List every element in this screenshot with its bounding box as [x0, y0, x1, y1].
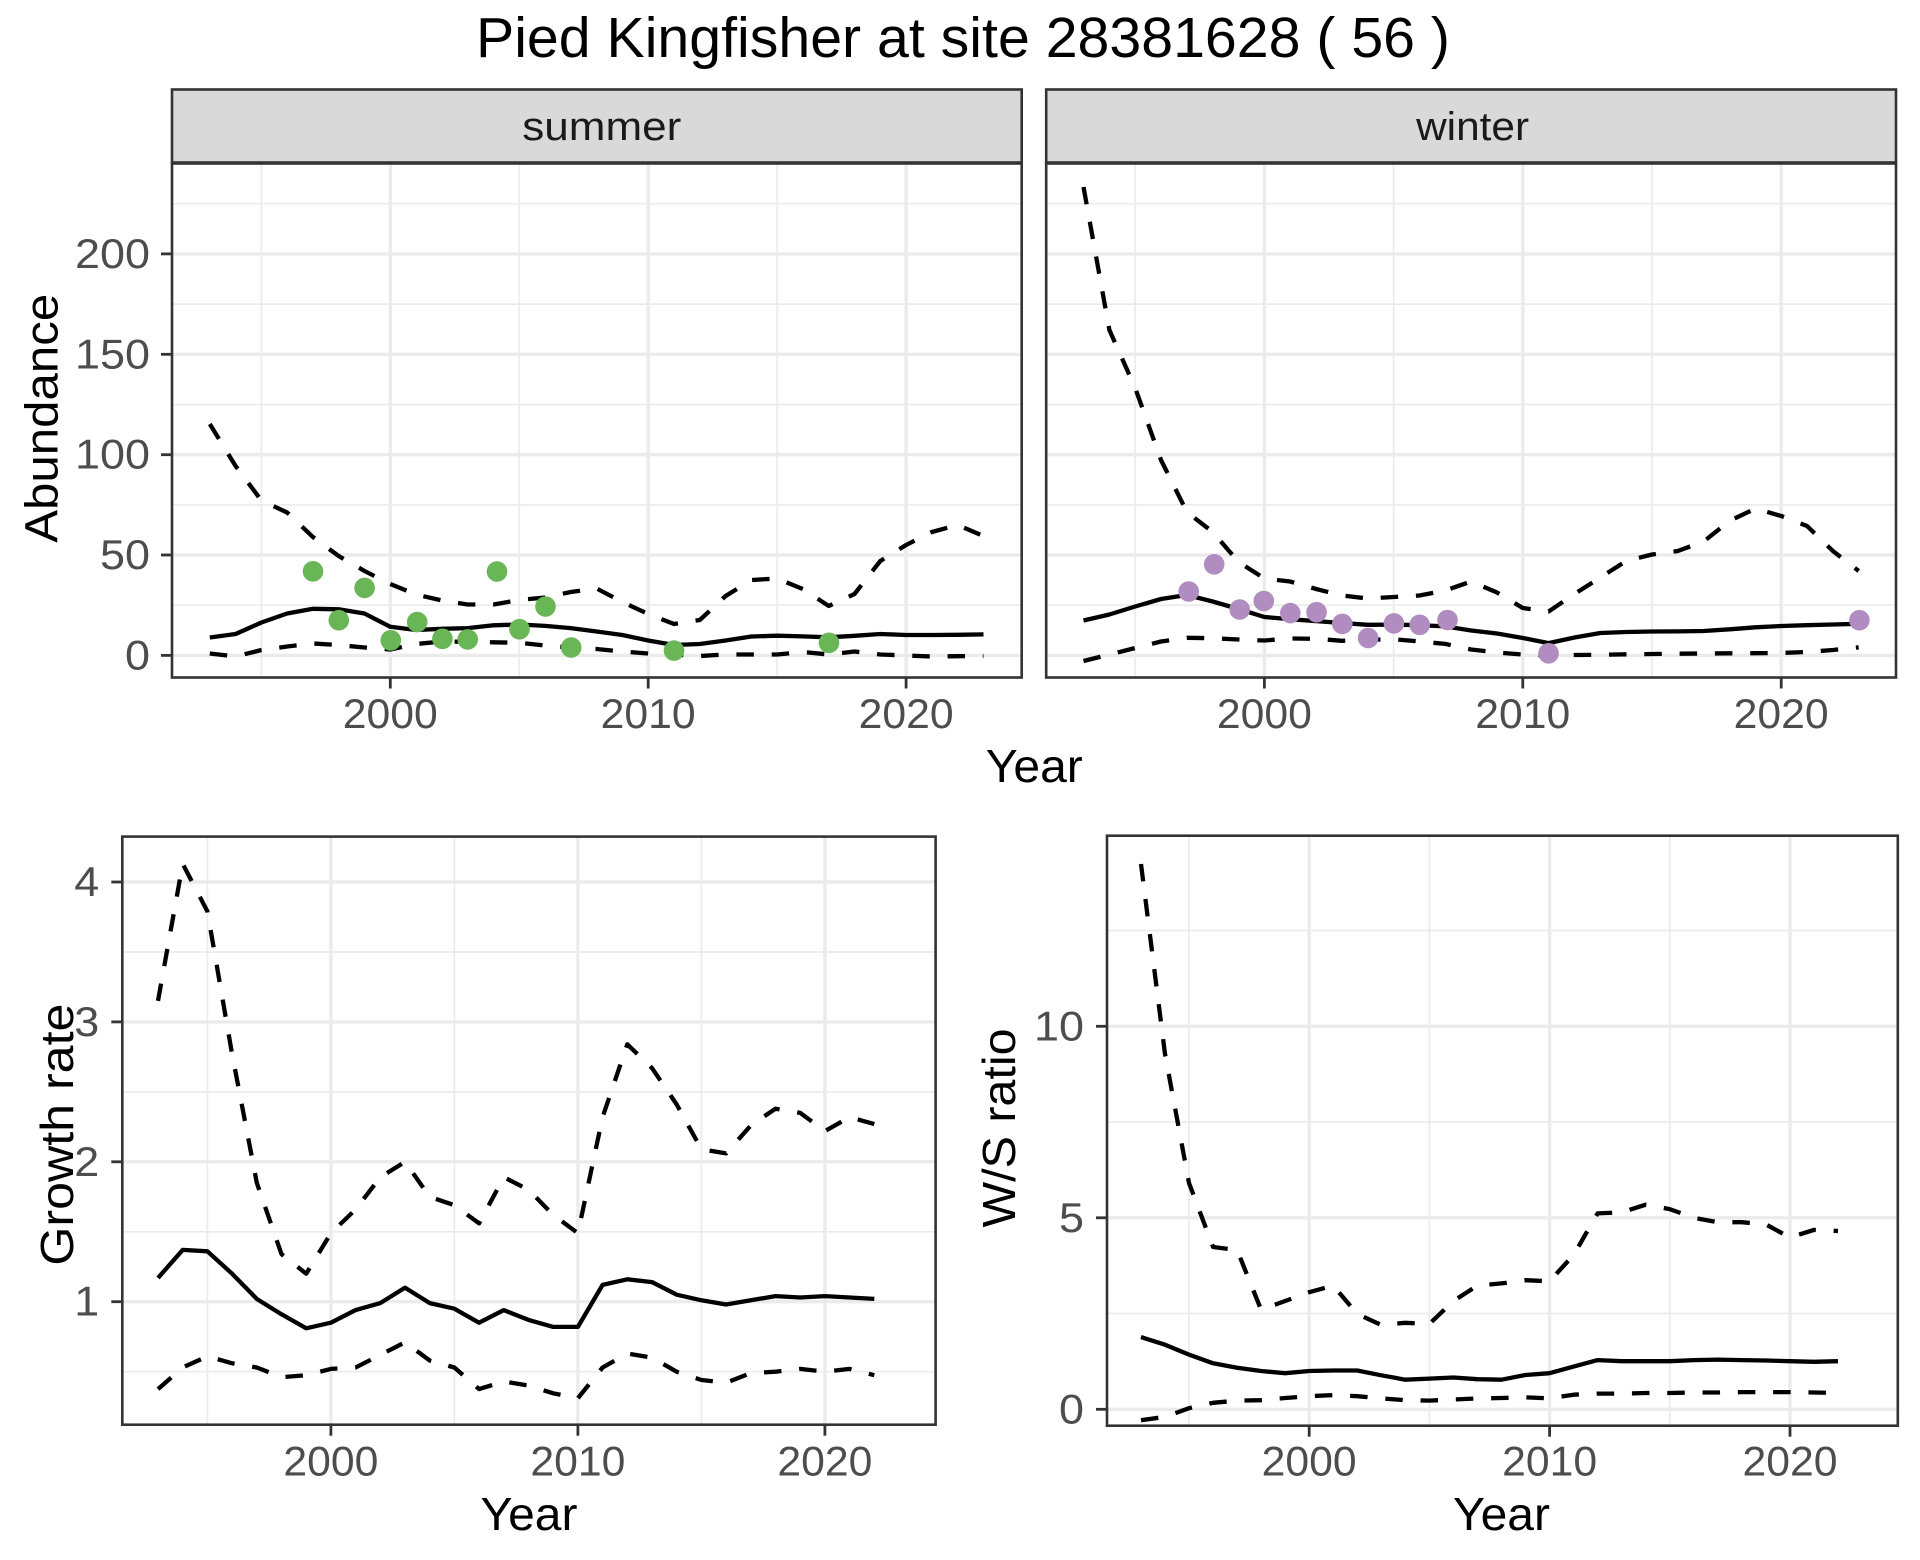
svg-text:2020: 2020 — [1734, 690, 1829, 737]
svg-text:Year: Year — [481, 1488, 578, 1540]
svg-text:2000: 2000 — [1217, 690, 1312, 737]
svg-text:Year: Year — [1453, 1488, 1550, 1540]
svg-text:2010: 2010 — [530, 1438, 625, 1485]
svg-text:winter: winter — [1415, 105, 1529, 149]
svg-text:4: 4 — [74, 858, 99, 905]
svg-text:2020: 2020 — [859, 690, 954, 737]
svg-text:2000: 2000 — [1262, 1438, 1357, 1485]
svg-text:150: 150 — [75, 330, 150, 377]
svg-text:2010: 2010 — [1475, 690, 1570, 737]
svg-text:Year: Year — [986, 740, 1083, 792]
svg-text:2020: 2020 — [777, 1438, 872, 1485]
svg-text:Pied Kingfisher at site 283816: Pied Kingfisher at site 28381628 ( 56 ) — [476, 6, 1450, 70]
svg-text:100: 100 — [75, 431, 150, 478]
svg-text:W/S ratio: W/S ratio — [973, 1029, 1025, 1228]
svg-text:3: 3 — [74, 998, 99, 1045]
svg-text:200: 200 — [75, 230, 150, 277]
svg-text:2010: 2010 — [601, 690, 696, 737]
svg-text:2: 2 — [74, 1138, 99, 1185]
svg-text:summer: summer — [522, 105, 681, 149]
svg-text:0: 0 — [125, 631, 150, 678]
svg-text:Abundance: Abundance — [16, 294, 68, 543]
svg-text:10: 10 — [1034, 1002, 1084, 1049]
svg-text:50: 50 — [100, 531, 150, 578]
svg-text:2000: 2000 — [343, 690, 438, 737]
svg-text:0: 0 — [1059, 1385, 1084, 1432]
svg-text:5: 5 — [1059, 1194, 1084, 1241]
svg-text:2010: 2010 — [1502, 1438, 1597, 1485]
svg-text:2000: 2000 — [283, 1438, 378, 1485]
svg-text:1: 1 — [74, 1278, 99, 1325]
svg-text:2020: 2020 — [1743, 1438, 1838, 1485]
svg-text:Growth rate: Growth rate — [31, 1004, 83, 1266]
